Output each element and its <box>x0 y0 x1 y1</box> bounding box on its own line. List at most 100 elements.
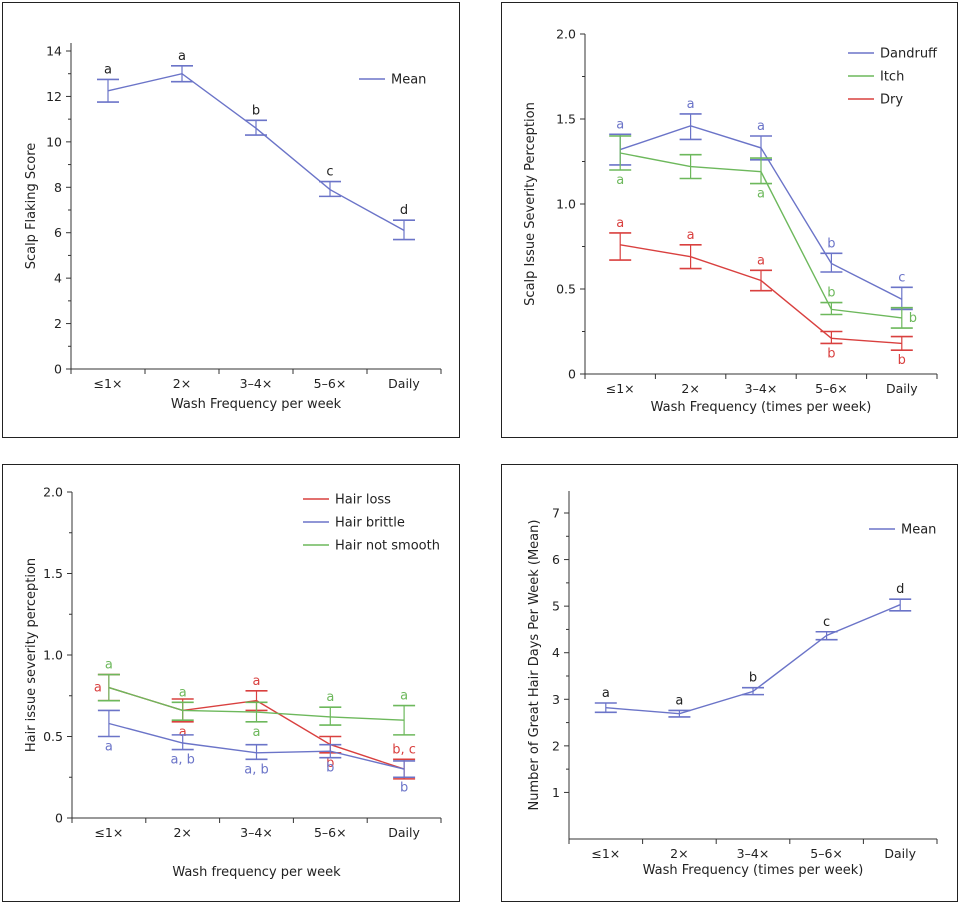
significance-letter: a <box>616 216 624 231</box>
y-tick-label: 7 <box>552 506 560 521</box>
y-tick-label: 0.5 <box>43 729 63 744</box>
error-bar <box>679 153 702 180</box>
y-tick-label: 5 <box>552 599 560 614</box>
error-bar <box>171 64 193 83</box>
x-tick-label: ≤1× <box>591 846 620 861</box>
legend-label: Dry <box>880 93 903 108</box>
series-line-mean <box>107 72 405 232</box>
chart-svg: 0 2 4 6 8 10 12 14 ≤1× 2× 3–4× 5–6× Daily Wash Freque… <box>24 43 442 412</box>
y-tick-label: 1.0 <box>43 648 63 663</box>
significance-letter: b <box>749 671 757 686</box>
significance-letter: a <box>178 49 186 64</box>
y-tick-label: 14 <box>46 44 62 59</box>
error-bar <box>679 244 702 270</box>
significance-letter: a <box>675 693 683 708</box>
y-tick-label: 4 <box>54 271 62 286</box>
x-tick-label: 2× <box>173 825 191 840</box>
significance-letter: b <box>898 353 906 368</box>
error-bar <box>820 252 843 273</box>
error-bar <box>815 630 838 641</box>
x-tick-label: ≤1× <box>94 376 123 391</box>
x-tick-label: 3–4× <box>745 381 778 396</box>
significance-letter: a <box>105 740 113 755</box>
error-bar <box>820 301 843 316</box>
significance-letter: b <box>827 346 835 361</box>
significance-letter: b <box>400 780 408 795</box>
error-bar <box>594 702 617 714</box>
significance-letter: b <box>326 761 334 776</box>
x-tick-label: ≤1× <box>606 381 635 396</box>
x-tick-label: 3–4× <box>240 825 273 840</box>
x-tick-label: 5–6× <box>810 846 843 861</box>
error-bar <box>890 335 913 352</box>
significance-letter: a <box>253 725 261 740</box>
legend-label: Dandruff <box>880 47 938 62</box>
y-tick-label: 10 <box>46 134 62 149</box>
significance-letter: a <box>105 658 113 673</box>
significance-letter: a, b <box>170 753 194 768</box>
error-bar <box>820 330 843 345</box>
significance-letter: a <box>602 686 610 701</box>
x-tick-label: 2× <box>173 376 191 391</box>
significance-letter: a <box>687 97 695 112</box>
significance-letter: a <box>757 253 765 268</box>
y-axis-title: Number of Great Hair Days Per Week (Mean… <box>527 520 542 811</box>
significance-letter: c <box>823 615 830 630</box>
error-bar <box>97 78 119 103</box>
chart-panel-great-hair-days: 1 2 3 4 5 6 7 ≤1× 2× 3–4× 5–6× Daily Wash Frequency … <box>501 464 958 902</box>
significance-letter: b <box>827 236 835 251</box>
y-tick-label: 0.5 <box>556 282 576 297</box>
chart-svg: 1 2 3 4 5 6 7 ≤1× 2× 3–4× 5–6× Daily Wash Frequency … <box>527 491 938 878</box>
error-bar <box>750 157 772 185</box>
x-tick-label: 5–6× <box>815 381 848 396</box>
y-tick-label: 1.0 <box>556 197 576 212</box>
x-tick-label: Daily <box>388 825 420 840</box>
significance-letter: a <box>757 187 765 202</box>
significance-letter: a <box>757 119 765 134</box>
x-tick-label: 2× <box>670 846 688 861</box>
y-axis-title: Scalp Flaking Score <box>24 143 39 270</box>
significance-letter: a <box>326 690 334 705</box>
y-tick-label: 1.5 <box>43 566 63 581</box>
error-bar <box>750 269 772 292</box>
y-tick-label: 0 <box>54 362 62 377</box>
y-tick-label: 6 <box>552 552 560 567</box>
error-bar <box>609 135 632 171</box>
significance-letter: a, b <box>244 762 268 777</box>
significance-letter: b <box>909 311 917 326</box>
error-bar <box>890 306 913 329</box>
x-axis-title: Wash Frequency (times per week) <box>643 863 864 878</box>
error-bar <box>245 701 268 723</box>
significance-letter: a <box>253 674 261 689</box>
error-bar <box>890 286 913 311</box>
legend-label: Hair not smooth <box>335 539 440 554</box>
x-axis-title: Wash Frequency (times per week) <box>651 400 872 415</box>
chart-svg: 0 0.5 1.0 1.5 2.0 ≤1× 2× 3–4× 5–6× Daily Wash freq… <box>24 485 442 880</box>
legend-label: Mean <box>901 523 936 538</box>
significance-letter: c <box>326 165 333 180</box>
significance-letter: d <box>400 203 408 218</box>
significance-letter: a <box>104 62 112 77</box>
significance-letter: a <box>179 685 187 700</box>
error-bar <box>171 734 194 751</box>
legend-label: Mean <box>391 73 426 88</box>
significance-letter: b <box>252 103 260 118</box>
y-tick-label: 6 <box>54 225 62 240</box>
error-bar <box>609 232 632 261</box>
significance-letter: a <box>616 117 624 132</box>
chart-panel-scalp-flaking: 0 2 4 6 8 10 12 14 ≤1× 2× 3–4× 5–6× Daily Wash Freque… <box>2 2 460 438</box>
error-bar <box>393 219 415 241</box>
x-tick-label: Daily <box>886 381 918 396</box>
y-tick-label: 1 <box>552 785 560 800</box>
significance-letter: b, c <box>392 742 416 757</box>
x-tick-label: Daily <box>884 846 916 861</box>
x-tick-label: 5–6× <box>314 376 347 391</box>
legend-label: Hair brittle <box>335 516 405 531</box>
legend-label: Hair loss <box>335 493 391 508</box>
y-tick-label: 8 <box>54 180 62 195</box>
y-tick-label: 2.0 <box>43 485 63 500</box>
x-tick-label: 5–6× <box>314 825 347 840</box>
chart-svg: 0 0.5 1.0 1.5 2.0 ≤1× 2× 3–4× 5–6× Daily Wash Freq… <box>523 27 938 416</box>
chart-panel-scalp-severity: 0 0.5 1.0 1.5 2.0 ≤1× 2× 3–4× 5–6× Daily Wash Freq… <box>501 2 958 438</box>
y-tick-label: 12 <box>46 89 62 104</box>
